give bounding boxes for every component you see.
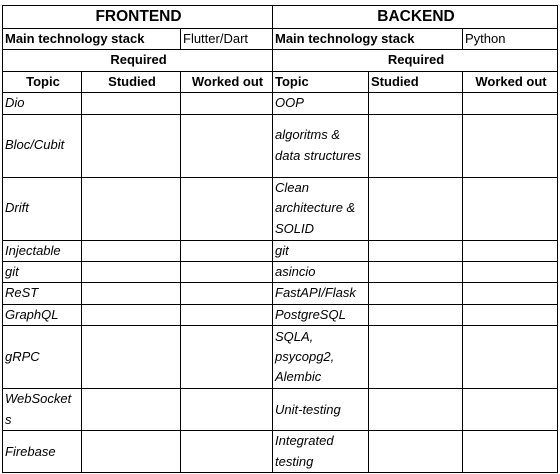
- frontend-studied-cell[interactable]: [81, 282, 181, 305]
- frontend-studied-cell[interactable]: [81, 239, 181, 263]
- backend-worked-cell[interactable]: [461, 261, 559, 284]
- frontend-studied-cell[interactable]: [81, 261, 181, 284]
- backend-topic-cell[interactable]: Integrated testing: [272, 430, 369, 474]
- frontend-topic-cell[interactable]: WebSocket s: [2, 388, 82, 432]
- backend-title[interactable]: BACKEND: [271, 5, 559, 29]
- frontend-topic-cell[interactable]: Dio: [2, 92, 82, 115]
- frontend-worked-cell[interactable]: [180, 113, 273, 178]
- backend-worked-cell[interactable]: [461, 303, 559, 327]
- frontend-worked-cell[interactable]: [180, 430, 273, 474]
- backend-topic-cell[interactable]: git: [272, 239, 369, 263]
- backend-studied-cell[interactable]: [368, 303, 463, 327]
- frontend-topic-cell[interactable]: ReST: [2, 282, 82, 305]
- frontend-topic-cell[interactable]: Drift: [2, 176, 82, 241]
- frontend-studied-cell[interactable]: [81, 430, 181, 474]
- backend-studied-cell[interactable]: [368, 388, 463, 432]
- frontend-topic-cell[interactable]: git: [2, 261, 82, 284]
- frontend-col-worked-out[interactable]: Worked out: [180, 70, 273, 94]
- backend-col-topic[interactable]: Topic: [272, 70, 369, 94]
- backend-topic-cell[interactable]: PostgreSQL: [272, 303, 369, 327]
- requirements-table: FRONTEND BACKEND Main technology stack F…: [2, 5, 559, 474]
- backend-topic-cell[interactable]: Unit-testing: [272, 388, 369, 432]
- backend-studied-cell[interactable]: [368, 325, 463, 390]
- backend-worked-cell[interactable]: [461, 282, 559, 305]
- backend-stack-label[interactable]: Main technology stack: [272, 27, 463, 51]
- backend-studied-cell[interactable]: [368, 176, 463, 241]
- backend-topic-cell[interactable]: algoritms & data structures: [272, 113, 369, 178]
- frontend-topic-cell[interactable]: gRPC: [2, 325, 82, 390]
- backend-worked-cell[interactable]: [461, 92, 559, 115]
- backend-required[interactable]: Required: [271, 49, 559, 72]
- backend-studied-cell[interactable]: [368, 113, 463, 178]
- backend-worked-cell[interactable]: [461, 325, 559, 390]
- requirements-sheet: FRONTEND BACKEND Main technology stack F…: [2, 5, 559, 474]
- backend-col-studied[interactable]: Studied: [368, 70, 463, 94]
- backend-worked-cell[interactable]: [461, 430, 559, 474]
- backend-col-worked-out[interactable]: Worked out: [461, 70, 559, 94]
- frontend-worked-cell[interactable]: [180, 325, 273, 390]
- backend-topic-cell[interactable]: SQLA, psycopg2, Alembic: [272, 325, 369, 390]
- frontend-topic-cell[interactable]: Injectable: [2, 239, 82, 263]
- frontend-worked-cell[interactable]: [180, 388, 273, 432]
- frontend-topic-cell[interactable]: Firebase: [2, 430, 82, 474]
- backend-worked-cell[interactable]: [461, 176, 559, 241]
- frontend-studied-cell[interactable]: [81, 303, 181, 327]
- backend-studied-cell[interactable]: [368, 430, 463, 474]
- frontend-studied-cell[interactable]: [81, 92, 181, 115]
- frontend-stack-label[interactable]: Main technology stack: [2, 27, 181, 51]
- frontend-col-topic[interactable]: Topic: [2, 70, 82, 94]
- backend-topic-cell[interactable]: Clean architecture & SOLID: [272, 176, 369, 241]
- frontend-studied-cell[interactable]: [81, 113, 181, 178]
- backend-topic-cell[interactable]: OOP: [272, 92, 369, 115]
- frontend-title[interactable]: FRONTEND: [2, 5, 273, 29]
- frontend-studied-cell[interactable]: [81, 388, 181, 432]
- frontend-worked-cell[interactable]: [180, 92, 273, 115]
- frontend-worked-cell[interactable]: [180, 176, 273, 241]
- backend-topic-cell[interactable]: asincio: [272, 261, 369, 284]
- backend-studied-cell[interactable]: [368, 92, 463, 115]
- frontend-worked-cell[interactable]: [180, 282, 273, 305]
- frontend-studied-cell[interactable]: [81, 325, 181, 390]
- frontend-worked-cell[interactable]: [180, 261, 273, 284]
- backend-studied-cell[interactable]: [368, 261, 463, 284]
- frontend-studied-cell[interactable]: [81, 176, 181, 241]
- backend-worked-cell[interactable]: [461, 388, 559, 432]
- frontend-col-studied[interactable]: Studied: [81, 70, 181, 94]
- frontend-worked-cell[interactable]: [180, 239, 273, 263]
- backend-studied-cell[interactable]: [368, 239, 463, 263]
- backend-worked-cell[interactable]: [461, 239, 559, 263]
- backend-stack-value[interactable]: Python: [461, 27, 559, 51]
- frontend-topic-cell[interactable]: Bloc/Cubit: [2, 113, 82, 178]
- frontend-stack-value[interactable]: Flutter/Dart: [180, 27, 273, 51]
- frontend-worked-cell[interactable]: [180, 303, 273, 327]
- backend-studied-cell[interactable]: [368, 282, 463, 305]
- frontend-required[interactable]: Required: [2, 49, 273, 72]
- frontend-topic-cell[interactable]: GraphQL: [2, 303, 82, 327]
- backend-topic-cell[interactable]: FastAPI/Flask: [272, 282, 369, 305]
- backend-worked-cell[interactable]: [461, 113, 559, 178]
